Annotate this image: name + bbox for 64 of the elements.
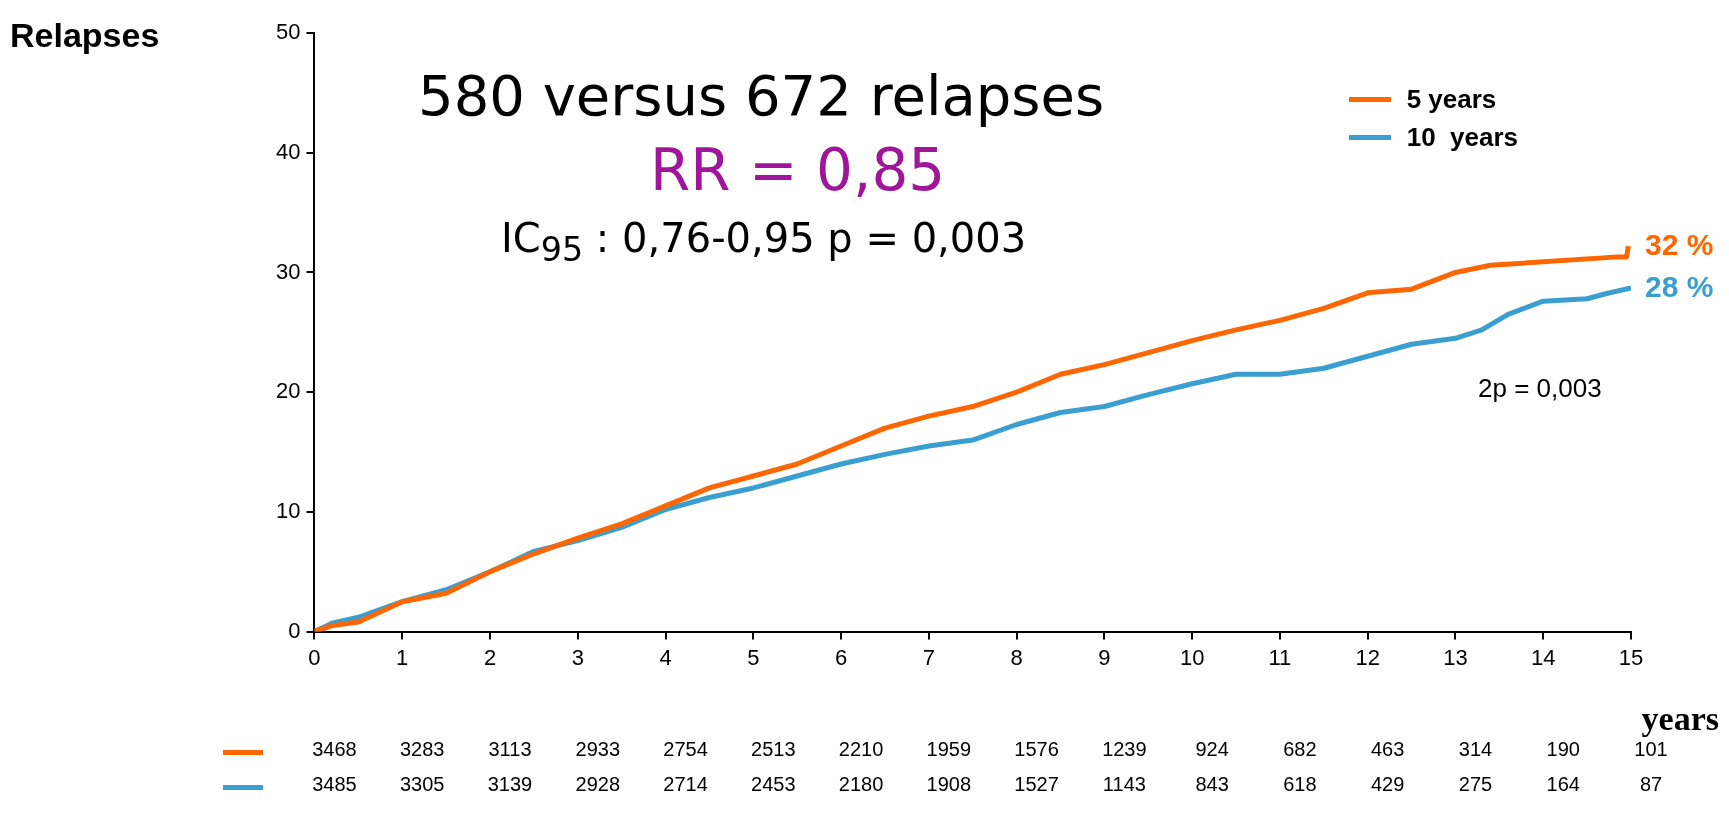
text: 3283 <box>399 737 445 761</box>
text: 924 <box>1195 737 1229 761</box>
annotation: 28 % <box>1645 270 1714 304</box>
text: 2754 <box>663 737 708 761</box>
text: 101 <box>1634 737 1668 761</box>
text: 3139 <box>487 772 533 796</box>
y-tick-label: 10 <box>275 497 301 523</box>
text: 843 <box>1195 772 1229 796</box>
text: 2210 <box>838 737 884 761</box>
text: 2928 <box>575 772 621 796</box>
text: 429 <box>1371 772 1405 796</box>
text: 1239 <box>1102 737 1147 761</box>
text: 1143 <box>1102 772 1146 796</box>
x-tick-label: 5 <box>747 644 760 670</box>
text: 190 <box>1546 737 1580 761</box>
x-tick-label: 11 <box>1268 644 1292 670</box>
text: 2513 <box>751 737 796 761</box>
x-tick-label: 6 <box>834 644 848 670</box>
text: 275 <box>1458 772 1493 796</box>
text: 3305 <box>399 772 445 796</box>
text: 580 versus 672 relapses <box>418 63 1105 128</box>
x-axis-title: years <box>1641 699 1719 738</box>
text: 1576 <box>1014 737 1059 761</box>
y-tick-label: 40 <box>275 138 301 164</box>
text: 2714 <box>663 772 708 796</box>
annotation: IC$_{95}$ : 0,76-0,95 p = 0,003 <box>501 215 1027 269</box>
x-tick-label: 3 <box>571 644 584 670</box>
text: 1959 <box>926 737 972 761</box>
text: 3468 <box>312 737 357 761</box>
y-axis-title: Relapses <box>10 16 160 55</box>
x-tick-label: 14 <box>1530 644 1556 670</box>
x-tick-label: 12 <box>1355 644 1380 670</box>
annotation: 2p = 0,003 <box>1478 373 1602 404</box>
text: 2933 <box>575 737 621 761</box>
text: 463 <box>1371 737 1405 761</box>
x-tick-label: 2 <box>483 644 497 670</box>
text: 3485 <box>312 772 357 796</box>
x-tick-label: 4 <box>659 644 672 670</box>
legend-label: 10 years <box>1406 121 1518 153</box>
y-tick-label: 30 <box>275 258 301 284</box>
x-tick-label: 0 <box>308 644 321 670</box>
text: 1527 <box>1014 772 1059 796</box>
y-tick-label: 0 <box>288 617 301 643</box>
x-tick-label: 8 <box>1010 644 1023 670</box>
text: 2180 <box>838 772 884 796</box>
x-tick-label: 1 <box>396 644 409 670</box>
legend-label: 5 years <box>1406 83 1497 115</box>
text: 2453 <box>751 772 796 796</box>
x-tick-label: 9 <box>1098 644 1111 670</box>
text: 3113 <box>488 737 532 761</box>
y-tick-label: 50 <box>275 19 301 45</box>
text: 87 <box>1639 772 1663 796</box>
text: 164 <box>1546 772 1580 796</box>
x-tick-label: 10 <box>1179 644 1205 670</box>
x-tick-label: 13 <box>1443 644 1468 670</box>
annotation: 32 % <box>1645 228 1714 263</box>
text: 314 <box>1458 737 1493 761</box>
text: 1908 <box>926 772 972 796</box>
text: RR = 0,85 <box>650 136 946 204</box>
text: 682 <box>1283 737 1317 761</box>
y-tick-label: 20 <box>275 378 301 404</box>
x-tick-label: 15 <box>1618 644 1644 670</box>
text: 618 <box>1283 772 1317 796</box>
x-tick-label: 7 <box>922 644 935 670</box>
